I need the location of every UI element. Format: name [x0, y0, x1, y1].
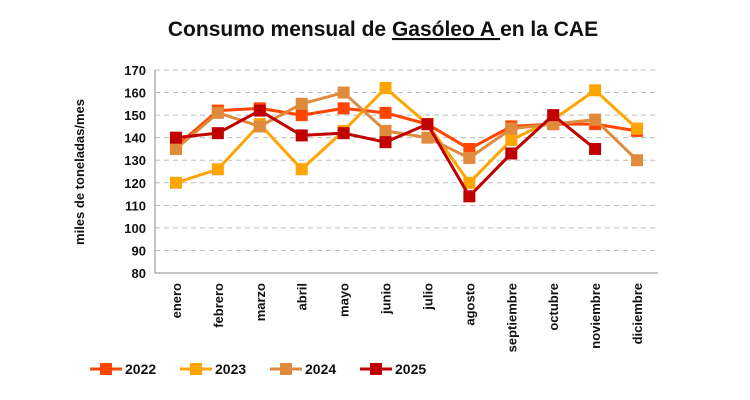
x-tick-label: noviembre [588, 283, 603, 349]
y-tick-label: 160 [124, 86, 146, 101]
y-tick-label: 120 [124, 176, 146, 191]
data-point [379, 124, 392, 137]
data-point [337, 86, 350, 99]
x-tick-label: junio [379, 283, 394, 315]
data-point [379, 82, 392, 95]
series-2024 [169, 86, 644, 167]
y-tick-label: 110 [125, 198, 146, 213]
x-tick-label: diciembre [630, 283, 645, 344]
legend-item-2022: 2022 [90, 361, 156, 377]
data-point [169, 142, 182, 155]
legend-label: 2023 [215, 361, 246, 377]
legend-item-2024: 2024 [270, 361, 336, 377]
x-tick-label: marzo [253, 283, 268, 321]
data-point [505, 133, 518, 146]
legend-marker [280, 363, 292, 375]
x-tick-labels: enero febrero marzo abril mayo junio julio agos… [169, 283, 645, 352]
chart-title: Consumo mensual de Gasóleo A en la CAE [168, 18, 598, 41]
y-tick-label: 130 [124, 153, 146, 168]
data-point [505, 147, 518, 160]
title-part-3: en la CAE [500, 18, 598, 41]
data-point [589, 113, 602, 126]
y-tick-label: 150 [124, 108, 146, 123]
data-point [589, 84, 602, 97]
data-point [211, 127, 224, 140]
y-tick-label: 90 [132, 243, 146, 258]
y-tick-label: 170 [124, 63, 146, 78]
series-line [175, 86, 639, 185]
data-point [463, 176, 476, 189]
x-tick-label: enero [169, 283, 184, 318]
series [169, 82, 644, 203]
title-part-2: Gasóleo A [392, 18, 500, 41]
legend-label: 2022 [125, 361, 156, 377]
data-point [337, 102, 350, 115]
data-point [547, 109, 560, 122]
x-tick-label: agosto [462, 283, 477, 326]
x-tick-label: febrero [211, 283, 226, 328]
y-tick-label: 140 [124, 131, 146, 146]
data-point [547, 118, 560, 131]
data-point [295, 97, 308, 110]
data-point [463, 151, 476, 164]
data-point [421, 131, 434, 144]
data-point [631, 154, 644, 167]
data-point [631, 122, 644, 135]
data-point [295, 163, 308, 176]
legend-marker [100, 363, 112, 375]
series-line [175, 109, 597, 198]
data-point [589, 142, 602, 155]
data-point [211, 163, 224, 176]
x-tick-label: septiembre [504, 283, 519, 352]
data-point [505, 122, 518, 135]
legend: 2022 2023 2024 2025 [90, 361, 426, 377]
axes [154, 70, 658, 274]
legend-marker [190, 363, 202, 375]
x-tick-label: abril [295, 283, 310, 310]
x-tick-label: julio [420, 283, 435, 311]
title-part-1: Consumo mensual de [168, 18, 392, 41]
data-point [463, 142, 476, 155]
data-point [295, 129, 308, 142]
y-tick-labels: 80 90 100 110 120 130 140 150 160 170 [124, 63, 146, 281]
y-tick-label: 80 [132, 266, 146, 281]
data-point [463, 190, 476, 203]
y-axis-title: miles de toneladas/mes [72, 99, 87, 245]
data-point [253, 104, 266, 117]
legend-item-2023: 2023 [180, 361, 246, 377]
data-point [421, 118, 434, 131]
x-tick-label: mayo [337, 283, 352, 317]
legend-item-2025: 2025 [360, 361, 426, 377]
data-point [295, 109, 308, 122]
data-point [337, 127, 350, 140]
data-point [169, 131, 182, 144]
data-point [169, 176, 182, 189]
data-point [379, 106, 392, 119]
legend-marker [370, 363, 382, 375]
legend-label: 2025 [395, 361, 426, 377]
gridlines [155, 69, 658, 251]
data-point [211, 106, 224, 119]
data-point [253, 120, 266, 133]
x-tick-label: octubre [546, 283, 561, 331]
y-tick-label: 100 [124, 221, 146, 236]
data-point [379, 136, 392, 149]
legend-label: 2024 [305, 361, 336, 377]
series-2025 [169, 104, 602, 203]
